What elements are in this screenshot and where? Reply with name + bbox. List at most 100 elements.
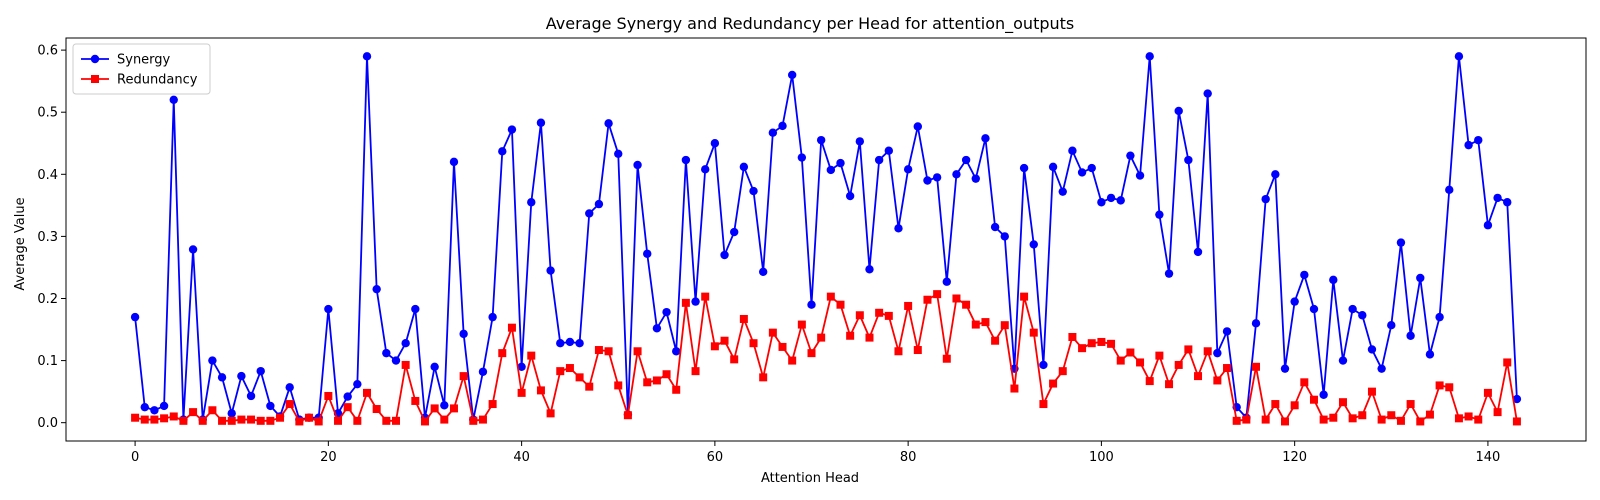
redundancy-point [759, 373, 768, 382]
redundancy-point [672, 385, 681, 394]
plot-frame [65, 37, 1587, 442]
redundancy-point [1213, 376, 1222, 385]
redundancy-point [797, 320, 806, 329]
synergy-point [1348, 304, 1357, 314]
synergy-point [575, 338, 584, 348]
redundancy-point [1126, 348, 1135, 357]
redundancy-point [295, 417, 304, 426]
redundancy-point [1348, 414, 1357, 423]
synergy-point [1077, 168, 1087, 177]
redundancy-point [1097, 337, 1106, 346]
redundancy-point [1377, 415, 1386, 424]
redundancy-point [1280, 417, 1289, 426]
synergy-point [758, 267, 768, 276]
redundancy-point [179, 416, 188, 425]
synergy-point [527, 198, 536, 207]
synergy-point [1464, 140, 1473, 150]
redundancy-point [507, 323, 516, 332]
synergy-point [1058, 187, 1067, 196]
redundancy-point [1252, 362, 1261, 371]
synergy-point [1387, 320, 1396, 330]
redundancy-point [1184, 345, 1193, 354]
synergy-point [1474, 135, 1483, 145]
redundancy-point [1039, 400, 1048, 409]
redundancy-point [865, 333, 874, 342]
synergy-point [884, 146, 894, 155]
y-tick-label: 0.0 [37, 416, 58, 431]
redundancy-point [1029, 328, 1038, 337]
redundancy-point [1165, 380, 1174, 389]
synergy-point [787, 70, 797, 80]
synergy-point [256, 366, 265, 376]
redundancy-point [749, 339, 758, 348]
synergy-point [1329, 275, 1338, 285]
redundancy-point [324, 391, 333, 400]
redundancy-point [594, 346, 603, 355]
synergy-point [1503, 198, 1512, 207]
synergy-point [1019, 163, 1029, 173]
redundancy-point [1049, 379, 1058, 388]
redundancy-point [1425, 410, 1434, 419]
synergy-point [913, 122, 922, 131]
synergy-point [739, 162, 749, 172]
redundancy-point [962, 300, 971, 309]
synergy-point [449, 157, 459, 167]
redundancy-point [778, 342, 787, 351]
synergy-point [237, 371, 246, 381]
redundancy-point [884, 311, 893, 320]
synergy-point [672, 347, 681, 356]
synergy-point [478, 367, 488, 376]
y-tick-label: 0.1 [37, 354, 58, 369]
redundancy-point [701, 292, 710, 301]
redundancy-point [1474, 415, 1483, 424]
redundancy-point [256, 416, 265, 425]
redundancy-point [266, 416, 275, 425]
redundancy-point [411, 396, 420, 405]
redundancy-point [1493, 408, 1502, 417]
synergy-point [208, 356, 217, 365]
redundancy-point [1329, 413, 1338, 422]
redundancy-point [768, 328, 777, 337]
redundancy-point [720, 336, 729, 345]
redundancy-point [536, 386, 545, 395]
synergy-point [169, 95, 178, 104]
synergy-point [1164, 269, 1174, 278]
redundancy-point [623, 411, 632, 420]
redundancy-point [826, 292, 835, 301]
synergy-point [1029, 240, 1038, 249]
redundancy-point [585, 382, 594, 391]
synergy-point [826, 165, 836, 175]
redundancy-point [208, 406, 217, 415]
synergy-point [565, 337, 575, 347]
redundancy-point [1107, 339, 1116, 348]
x-tick-label: 80 [900, 450, 917, 465]
synergy-point [942, 277, 951, 286]
synergy-point [1174, 106, 1183, 116]
synergy-point [1406, 331, 1415, 340]
synergy-point [1483, 221, 1493, 230]
redundancy-point [334, 416, 343, 425]
synergy-point [1097, 198, 1106, 207]
redundancy-point [218, 416, 227, 425]
synergy-point [188, 245, 198, 254]
legend-synergy-marker [90, 54, 100, 64]
chart-title: Average Synergy and Redundancy per Head … [546, 14, 1075, 34]
synergy-point [894, 224, 903, 233]
synergy-point [556, 338, 565, 348]
redundancy-point [1223, 364, 1232, 373]
redundancy-point [904, 301, 913, 310]
x-tick-label: 120 [1282, 450, 1307, 465]
redundancy-point [836, 300, 845, 309]
synergy-point [585, 209, 594, 218]
synergy-point [903, 165, 913, 174]
redundancy-point [575, 373, 584, 382]
redundancy-point [846, 331, 855, 340]
redundancy-point [1483, 388, 1492, 397]
redundancy-point [440, 415, 449, 424]
x-axis-label: Attention Head [761, 471, 859, 486]
synergy-point [749, 186, 758, 196]
redundancy-point [1194, 372, 1203, 381]
redundancy-line [134, 293, 1518, 423]
legend-box [72, 43, 211, 95]
synergy-point [1145, 52, 1154, 61]
